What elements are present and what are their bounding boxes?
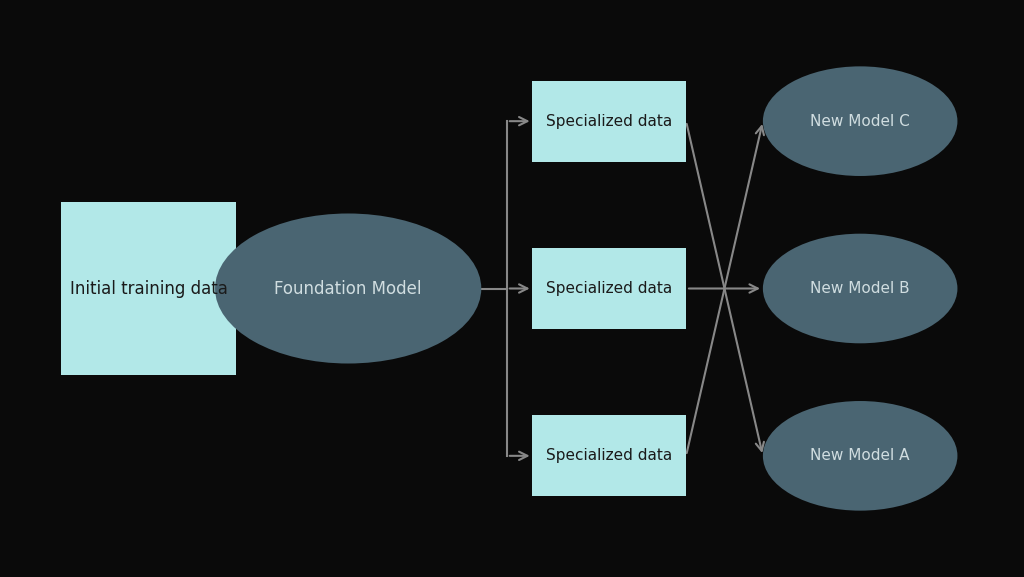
- Text: Specialized data: Specialized data: [546, 114, 673, 129]
- FancyBboxPatch shape: [532, 248, 686, 329]
- Circle shape: [763, 234, 957, 343]
- Text: Foundation Model: Foundation Model: [274, 279, 422, 298]
- Text: New Model C: New Model C: [810, 114, 910, 129]
- Circle shape: [215, 213, 481, 364]
- Text: New Model B: New Model B: [810, 281, 910, 296]
- Circle shape: [763, 401, 957, 511]
- FancyBboxPatch shape: [532, 81, 686, 162]
- Circle shape: [763, 66, 957, 176]
- FancyBboxPatch shape: [61, 202, 236, 375]
- Text: New Model A: New Model A: [810, 448, 910, 463]
- Text: Initial training data: Initial training data: [70, 279, 227, 298]
- FancyBboxPatch shape: [532, 415, 686, 496]
- Text: Specialized data: Specialized data: [546, 281, 673, 296]
- Text: Specialized data: Specialized data: [546, 448, 673, 463]
